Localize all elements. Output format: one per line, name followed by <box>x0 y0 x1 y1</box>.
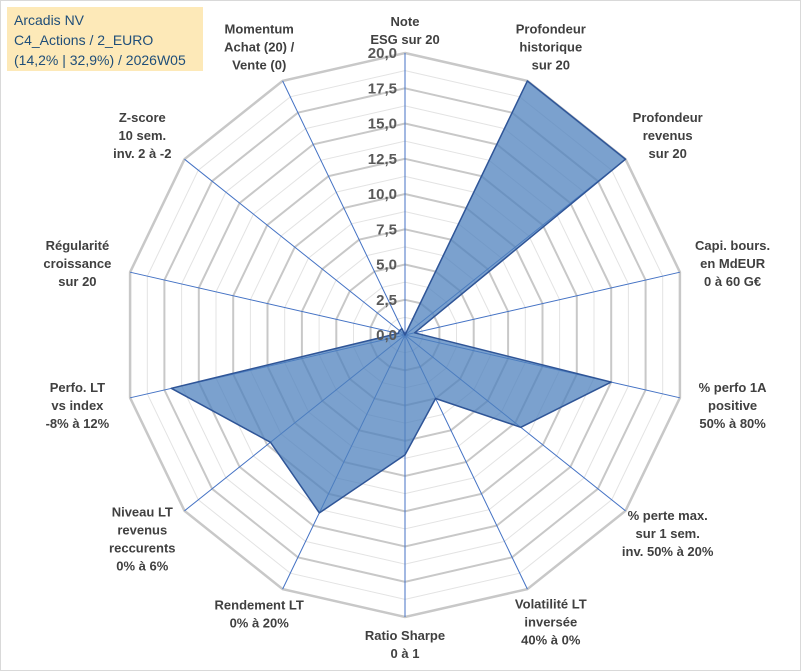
axis-label: Momentum Achat (20) / Vente (0) <box>224 22 294 73</box>
axis-labels: Note ESG sur 20 Profondeur historique sur 20… <box>43 14 770 661</box>
axis-label-line: revenus <box>117 523 167 538</box>
axis-label-line: % perfo 1A <box>699 380 768 395</box>
axis-label-line: Ratio Sharpe <box>365 628 445 643</box>
axis-label-line: Rendement LT <box>215 597 304 612</box>
axis-label-line: Volatilité LT <box>515 596 587 611</box>
axis-label-line: 50% à 80% <box>699 416 766 431</box>
company-name: Arcadis NV <box>14 12 85 28</box>
tick-label: 17,5 <box>368 80 397 97</box>
axis-label-line: inv. 50% à 20% <box>622 544 714 559</box>
axis-label-line: en MdEUR <box>700 256 766 271</box>
axis-label-line: positive <box>708 398 757 413</box>
radar-spoke <box>282 80 406 336</box>
axis-label: Niveau LT revenus reccurents 0% à 6% <box>109 505 175 574</box>
axis-label-line: Vente (0) <box>232 58 286 73</box>
tick-label: 20,0 <box>368 45 397 62</box>
radar-series <box>170 80 627 514</box>
axis-label: Capi. bours. en MdEUR 0 à 60 G€ <box>695 238 770 289</box>
axis-label-line: historique <box>519 40 582 55</box>
tick-label: 15,0 <box>368 116 397 133</box>
axis-label-line: 10 sem. <box>118 128 166 143</box>
series-polygon <box>170 80 627 514</box>
tick-label: 0,0 <box>376 327 397 344</box>
axis-label-line: reccurents <box>109 541 175 556</box>
axis-label-line: inversée <box>524 614 577 629</box>
axis-label: Z-score 10 sem. inv. 2 à -2 <box>113 110 171 161</box>
axis-label-line: Note <box>391 14 420 29</box>
axis-label: % perfo 1A positive 50% à 80% <box>699 380 768 431</box>
axis-label-line: Z-score <box>119 110 166 125</box>
category-text: C4_Actions / 2_EURO <box>14 32 154 48</box>
axis-label: Ratio Sharpe 0 à 1 <box>365 628 445 661</box>
axis-label-line: sur 20 <box>649 146 687 161</box>
stats-text: (14,2% | 32,9%) / 2026W05 <box>14 52 186 68</box>
axis-label-line: sur 20 <box>58 274 96 289</box>
tick-label: 5,0 <box>376 257 397 274</box>
axis-label-line: ESG sur 20 <box>370 32 439 47</box>
axis-label-line: Régularité <box>46 238 110 253</box>
radar-spoke <box>129 271 406 336</box>
tick-label: 10,0 <box>368 186 397 203</box>
axis-label-line: 0% à 6% <box>116 559 168 574</box>
radial-tick-labels: 0,0 2,5 5,0 7,5 10,0 12,5 15,0 17,5 20,0 <box>368 45 397 344</box>
tick-label: 2,5 <box>376 292 397 309</box>
axis-label-line: sur 20 <box>532 58 570 73</box>
axis-label-line: vs index <box>51 398 104 413</box>
axis-label: Profondeur revenus sur 20 <box>633 110 703 161</box>
tick-label: 12,5 <box>368 151 397 168</box>
axis-label-line: sur 1 sem. <box>636 526 700 541</box>
axis-label-line: inv. 2 à -2 <box>113 146 171 161</box>
axis-label-line: croissance <box>43 256 111 271</box>
axis-label: Profondeur historique sur 20 <box>516 22 586 73</box>
axis-label-line: Momentum <box>225 22 294 37</box>
axis-label-line: 0 à 60 G€ <box>704 274 761 289</box>
axis-label: Rendement LT 0% à 20% <box>215 597 304 630</box>
axis-label-line: revenus <box>643 128 693 143</box>
axis-label: Volatilité LT inversée 40% à 0% <box>515 596 587 647</box>
radar-spoke <box>404 271 681 336</box>
axis-label-line: Profondeur <box>516 22 586 37</box>
axis-label-line: Achat (20) / <box>224 40 294 55</box>
axis-label-line: 0 à 1 <box>391 646 420 661</box>
axis-label-line: 0% à 20% <box>230 615 290 630</box>
axis-label: Note ESG sur 20 <box>370 14 439 47</box>
axis-label-line: Niveau LT <box>112 505 173 520</box>
axis-label-line: Capi. bours. <box>695 238 770 253</box>
axis-label-line: % perte max. <box>628 508 708 523</box>
axis-label-line: Perfo. LT <box>50 380 105 395</box>
axis-label: % perte max. sur 1 sem. inv. 50% à 20% <box>622 508 714 559</box>
tick-label: 7,5 <box>376 221 397 238</box>
axis-label-line: Profondeur <box>633 110 703 125</box>
info-box: Arcadis NV C4_Actions / 2_EURO (14,2% | … <box>7 7 203 71</box>
radar-spoke <box>184 158 406 336</box>
axis-label: Perfo. LT vs index -8% à 12% <box>46 380 110 431</box>
axis-label: Régularité croissance sur 20 <box>43 238 111 289</box>
axis-label-line: -8% à 12% <box>46 416 110 431</box>
axis-label-line: 40% à 0% <box>521 632 581 647</box>
